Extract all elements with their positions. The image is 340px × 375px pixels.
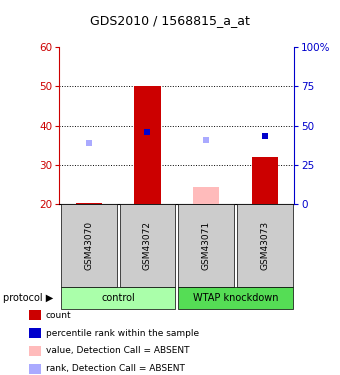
Bar bbox=[193, 187, 219, 204]
Text: GSM43070: GSM43070 bbox=[84, 221, 93, 270]
Text: rank, Detection Call = ABSENT: rank, Detection Call = ABSENT bbox=[46, 364, 185, 374]
Text: protocol ▶: protocol ▶ bbox=[3, 293, 54, 303]
Text: WTAP knockdown: WTAP knockdown bbox=[193, 293, 278, 303]
Text: percentile rank within the sample: percentile rank within the sample bbox=[46, 328, 199, 338]
Text: GSM43072: GSM43072 bbox=[143, 221, 152, 270]
Text: GDS2010 / 1568815_a_at: GDS2010 / 1568815_a_at bbox=[90, 14, 250, 27]
Text: control: control bbox=[101, 293, 135, 303]
Text: GSM43071: GSM43071 bbox=[202, 221, 210, 270]
Text: value, Detection Call = ABSENT: value, Detection Call = ABSENT bbox=[46, 346, 189, 355]
Text: GSM43073: GSM43073 bbox=[260, 221, 269, 270]
Bar bbox=[134, 86, 161, 204]
Bar bbox=[252, 157, 278, 204]
Bar bbox=[75, 203, 102, 204]
Text: count: count bbox=[46, 310, 71, 320]
